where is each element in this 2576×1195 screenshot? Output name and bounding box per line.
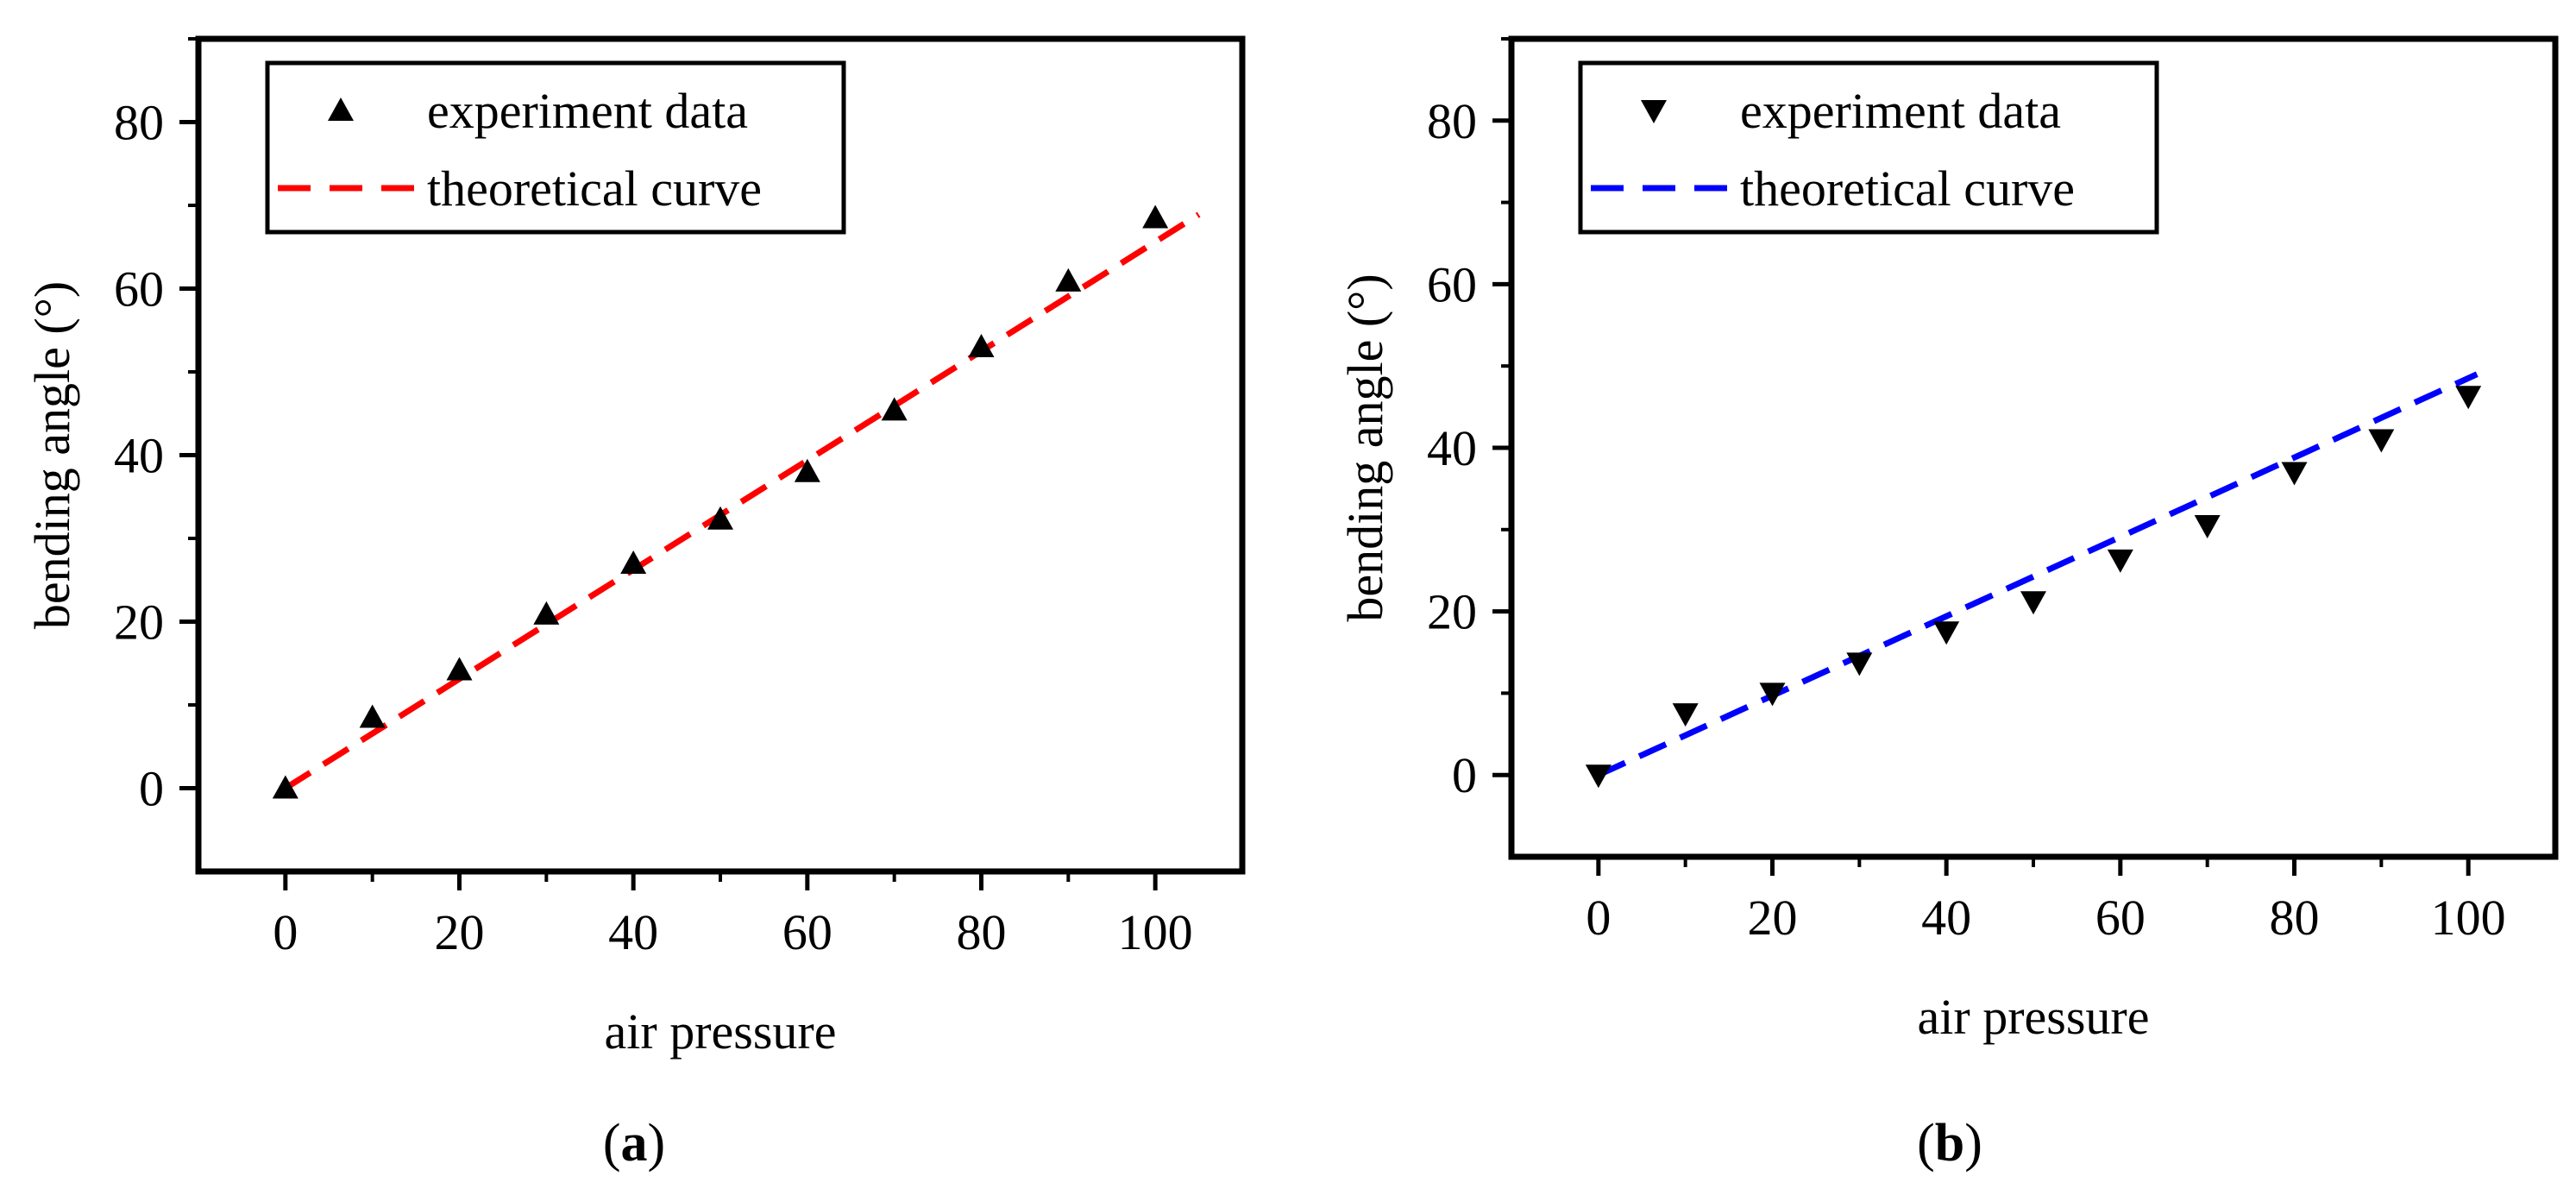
- data-point-marker: [1933, 621, 1960, 645]
- data-point-marker: [620, 550, 647, 574]
- data-point-marker: [707, 506, 733, 530]
- chart-panel-a: 0 20 40 60 80 0 20 40 60 80 100 air pressure bending…: [24, 35, 1246, 1173]
- data-point-marker: [968, 334, 995, 358]
- x-axis-label: air pressure: [605, 1003, 837, 1060]
- theoretical-curve-line: [1597, 371, 2479, 778]
- y-tick-label: 40: [1427, 420, 1477, 476]
- x-tick-label: 20: [435, 904, 485, 960]
- y-tick-label: 40: [114, 428, 164, 484]
- y-tick-label: 60: [114, 261, 164, 318]
- x-tick-label: 60: [782, 904, 832, 960]
- x-tick-label: 40: [1921, 890, 1971, 946]
- data-point-marker: [2020, 591, 2046, 615]
- legend-label: theoretical curve: [1740, 160, 2075, 217]
- x-tick-label: 0: [1586, 890, 1611, 946]
- data-point-marker: [1846, 652, 1873, 676]
- y-tick-label: 20: [114, 594, 164, 651]
- data-point-marker: [2107, 549, 2133, 573]
- x-tick-label: 80: [2270, 890, 2320, 946]
- data-point-marker: [1585, 764, 1612, 789]
- data-point-marker: [881, 397, 908, 421]
- legend-box: [1578, 60, 2159, 235]
- data-point-marker: [446, 657, 473, 681]
- data-point-marker: [2194, 515, 2221, 539]
- x-tick-label: 40: [608, 904, 658, 960]
- theoretical-curve-line: [283, 211, 1201, 791]
- caption-letter: a: [621, 1114, 648, 1173]
- data-point-marker: [1142, 204, 1169, 229]
- data-point-marker: [2455, 386, 2482, 410]
- y-axis-label: bending angle (°): [1337, 274, 1393, 621]
- caption-letter: b: [1935, 1114, 1964, 1173]
- y-tick-label: 80: [1427, 93, 1477, 149]
- y-tick-label: 0: [139, 761, 164, 817]
- panel-caption: (b): [1917, 1114, 1982, 1173]
- x-tick-label: 0: [273, 904, 298, 960]
- caption-open-paren: (: [603, 1114, 621, 1173]
- caption-close-paren: ): [1964, 1114, 1982, 1173]
- legend-marker-icon: [1641, 100, 1667, 123]
- data-point-marker: [1672, 703, 1699, 727]
- legend-label: theoretical curve: [427, 160, 762, 217]
- chart-panel-b: 0 20 40 60 80 0 20 40 60 80 100 air pressure bending…: [1337, 35, 2559, 1173]
- legend-box: [265, 60, 846, 235]
- data-point-marker: [359, 704, 386, 728]
- caption-close-paren: ): [648, 1114, 666, 1173]
- legend-marker-icon: [328, 97, 354, 121]
- data-point-marker: [2281, 462, 2308, 486]
- legend-label: experiment data: [1740, 83, 2061, 139]
- data-point-marker: [272, 775, 298, 799]
- data-point-marker: [1055, 267, 1082, 292]
- data-point-marker: [1759, 682, 1786, 707]
- y-tick-label: 60: [1427, 256, 1477, 312]
- y-tick-label: 20: [1427, 584, 1477, 640]
- x-tick-label: 100: [2431, 890, 2506, 946]
- panel-caption: (a): [603, 1114, 665, 1173]
- data-point-marker: [794, 458, 820, 482]
- y-axis-label: bending angle (°): [24, 281, 80, 629]
- x-tick-label: 20: [1748, 890, 1798, 946]
- legend-label: experiment data: [427, 83, 748, 139]
- y-tick-label: 0: [1452, 747, 1477, 803]
- x-tick-label: 60: [2095, 890, 2146, 946]
- x-tick-label: 100: [1118, 904, 1193, 960]
- data-point-marker: [2368, 429, 2395, 453]
- data-point-marker: [533, 601, 560, 625]
- y-tick-label: 80: [114, 95, 164, 151]
- x-axis-label: air pressure: [1918, 989, 2150, 1045]
- caption-open-paren: (: [1917, 1114, 1935, 1173]
- x-tick-label: 80: [957, 904, 1007, 960]
